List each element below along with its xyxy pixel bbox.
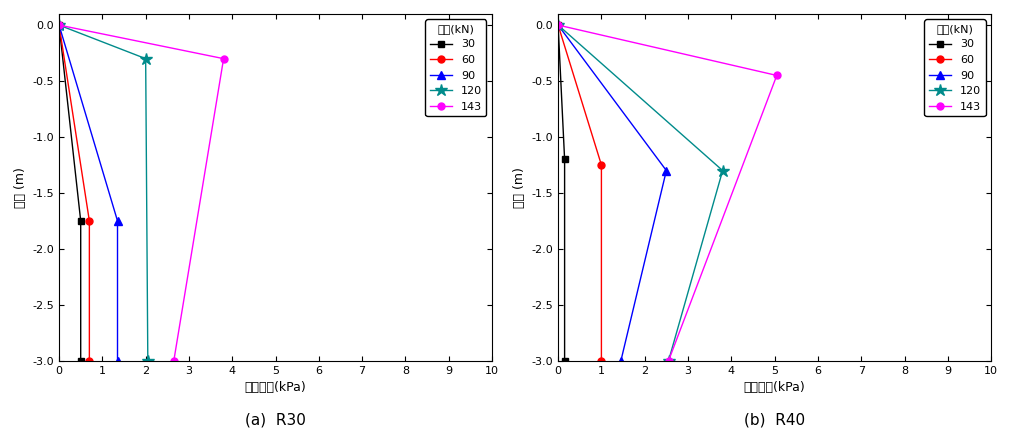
120 [53, 22, 65, 28]
Text: (a)  R30: (a) R30 [245, 413, 305, 428]
Line: 120: 120 [53, 19, 154, 367]
143 [168, 358, 180, 363]
Line: 30: 30 [56, 22, 84, 364]
143 [53, 22, 65, 28]
90 [53, 22, 65, 28]
Text: (b)  R40: (b) R40 [743, 413, 805, 428]
30 [53, 22, 65, 28]
30 [75, 218, 87, 224]
30 [551, 22, 563, 28]
120 [140, 56, 152, 61]
90 [111, 358, 123, 363]
X-axis label: 수평토압(kPa): 수평토압(kPa) [743, 381, 805, 394]
Y-axis label: 심도 (m): 심도 (m) [14, 167, 27, 208]
Legend: 30, 60, 90, 120, 143: 30, 60, 90, 120, 143 [923, 19, 985, 116]
60 [551, 22, 563, 28]
90 [659, 168, 671, 173]
Line: 60: 60 [56, 22, 93, 364]
143 [770, 73, 783, 78]
60 [594, 162, 607, 168]
Line: 120: 120 [551, 19, 728, 367]
Line: 143: 143 [554, 22, 779, 364]
Line: 143: 143 [56, 22, 226, 364]
60 [53, 22, 65, 28]
120 [716, 168, 728, 173]
120 [142, 358, 154, 363]
90 [551, 22, 563, 28]
30 [75, 358, 87, 363]
60 [594, 358, 607, 363]
X-axis label: 수평토압(kPa): 수평토압(kPa) [245, 381, 306, 394]
143 [662, 358, 674, 363]
60 [83, 358, 95, 363]
143 [217, 56, 229, 61]
Line: 90: 90 [553, 21, 670, 365]
120 [551, 22, 563, 28]
120 [662, 358, 674, 363]
143 [551, 22, 563, 28]
30 [558, 358, 570, 363]
60 [83, 218, 95, 224]
Line: 90: 90 [55, 21, 121, 365]
Legend: 30, 60, 90, 120, 143: 30, 60, 90, 120, 143 [425, 19, 486, 116]
90 [615, 358, 627, 363]
Line: 30: 30 [554, 22, 567, 364]
30 [558, 157, 570, 162]
Line: 60: 60 [554, 22, 605, 364]
90 [111, 218, 123, 224]
Y-axis label: 심도 (m): 심도 (m) [513, 167, 526, 208]
